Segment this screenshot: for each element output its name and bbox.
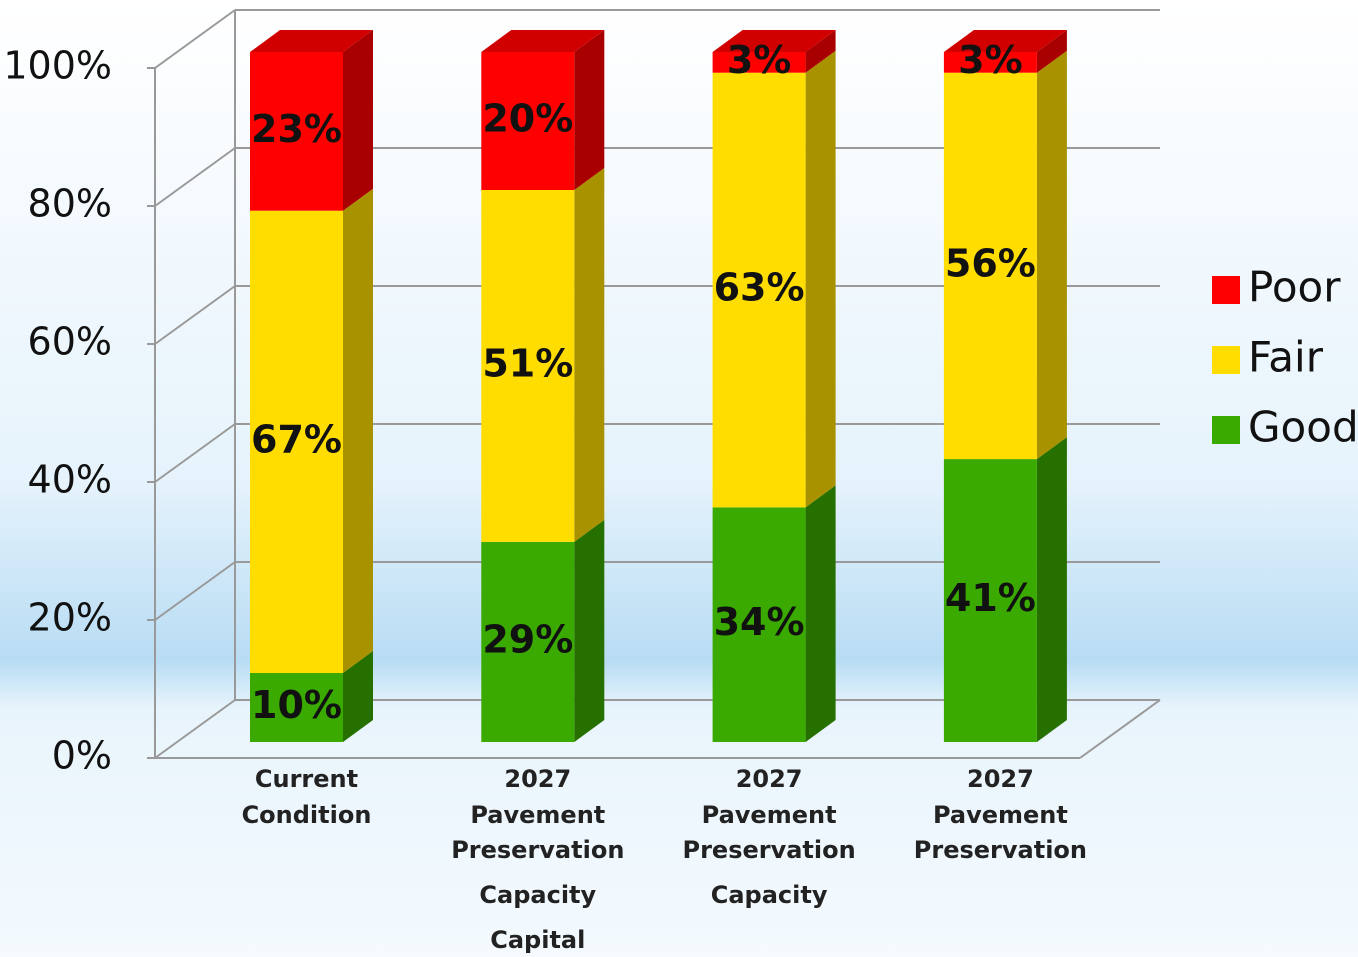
floor-line <box>1079 699 1161 759</box>
bar-side <box>343 651 373 742</box>
value-label: 67% <box>251 417 342 461</box>
bar-side <box>574 168 605 542</box>
value-label: 34% <box>714 600 805 644</box>
bar <box>481 52 575 190</box>
legend-label: Good <box>1248 403 1358 452</box>
bar <box>712 52 806 73</box>
x-tick-label: Pavement <box>933 801 1068 829</box>
legend-label: Poor <box>1248 263 1341 312</box>
bar-side <box>805 485 836 742</box>
bar <box>943 52 1037 73</box>
legend-label: Fair <box>1248 333 1324 382</box>
x-tick-label: Current <box>255 765 358 793</box>
bar-side <box>1036 437 1067 742</box>
bar-side <box>1036 50 1067 460</box>
value-label: 3% <box>727 38 792 82</box>
x-tick-label: 2027 <box>967 765 1034 793</box>
legend-swatch <box>1212 346 1240 374</box>
x-tick-label: 2027 <box>504 765 571 793</box>
value-label: 20% <box>482 97 573 141</box>
grid-line <box>154 561 236 621</box>
legend-swatch <box>1212 416 1240 444</box>
y-tick-label: 0% <box>52 734 112 778</box>
bar <box>481 541 575 742</box>
value-label: 3% <box>958 38 1023 82</box>
bar <box>943 72 1037 460</box>
bar-side <box>1036 30 1067 73</box>
bar-top <box>943 30 1067 52</box>
bar <box>943 459 1037 742</box>
bar-side <box>343 30 373 211</box>
x-tick-label: Condition <box>242 801 372 829</box>
value-label: 63% <box>714 266 805 310</box>
y-tick-label: 80% <box>28 182 112 226</box>
bar-side <box>343 188 373 673</box>
x-tick-label: Preservation <box>451 836 624 864</box>
legend-swatch <box>1212 276 1240 304</box>
value-label: 41% <box>945 576 1036 620</box>
value-label: 29% <box>482 617 573 661</box>
value-label: 56% <box>945 241 1036 285</box>
bar-side <box>805 30 836 73</box>
bar-side <box>574 519 605 742</box>
bar-top <box>250 30 373 52</box>
grid-line <box>154 9 236 69</box>
value-label: 23% <box>251 107 342 151</box>
bar-top <box>712 30 836 52</box>
bar <box>250 210 343 673</box>
y-tick-label: 100% <box>3 44 112 88</box>
x-tick-label: 2027 <box>736 765 803 793</box>
bar <box>712 507 806 742</box>
bar-top <box>481 30 605 52</box>
y-tick-label: 20% <box>28 596 112 640</box>
grid-line <box>154 147 236 207</box>
x-tick-label: Preservation <box>682 836 855 864</box>
x-tick-label: Capacity <box>479 881 596 909</box>
x-tick-label: Capacity <box>711 881 828 909</box>
bar <box>481 190 575 542</box>
grid-line <box>154 699 236 759</box>
y-tick-label: 60% <box>28 320 112 364</box>
x-tick-label: Capital <box>490 926 585 954</box>
bar-side <box>805 50 836 508</box>
bar <box>250 673 343 742</box>
value-label: 10% <box>251 683 342 727</box>
y-tick-label: 40% <box>28 458 112 502</box>
x-tick-label: Pavement <box>470 801 605 829</box>
x-tick-label: Preservation <box>914 836 1087 864</box>
grid-line <box>154 423 236 483</box>
value-label: 51% <box>482 341 573 385</box>
grid-line <box>154 285 236 345</box>
bar <box>712 72 806 508</box>
x-tick-label: Pavement <box>702 801 837 829</box>
bar <box>250 52 343 211</box>
bar-side <box>574 30 605 190</box>
